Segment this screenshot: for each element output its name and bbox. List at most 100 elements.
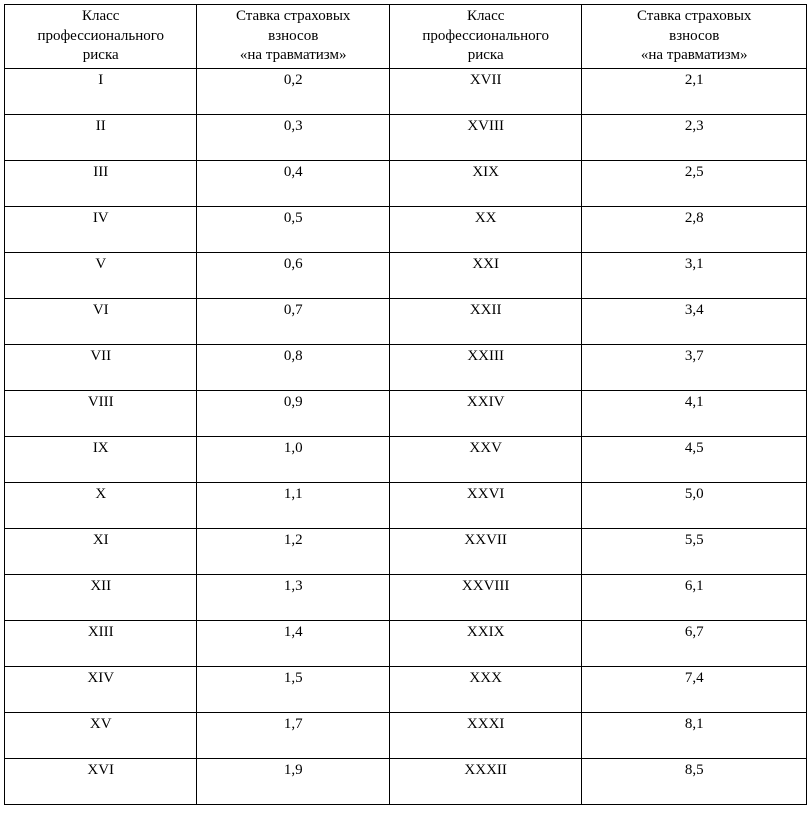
table-cell: II — [5, 114, 197, 160]
table-cell: 8,5 — [582, 758, 807, 804]
table-cell: XI — [5, 528, 197, 574]
table-cell: XXI — [389, 252, 581, 298]
header-text: Ставка страховых — [236, 8, 350, 24]
table-cell: XII — [5, 574, 197, 620]
table-cell: XVI — [5, 758, 197, 804]
header-col-4: Ставка страховых взносов «на травматизм» — [582, 5, 807, 69]
table-cell: VIII — [5, 390, 197, 436]
header-text: Класс — [82, 8, 119, 24]
table-cell: 3,7 — [582, 344, 807, 390]
table-cell: 1,5 — [197, 666, 389, 712]
table-cell: XXVIII — [389, 574, 581, 620]
table-row: V0,6XXI3,1 — [5, 252, 807, 298]
header-text: «на травматизм» — [641, 47, 748, 63]
table-cell: 1,3 — [197, 574, 389, 620]
table-row: III0,4XIX2,5 — [5, 160, 807, 206]
header-text: риска — [83, 47, 119, 63]
table-body: I0,2XVII2,1II0,3XVIII2,3III0,4XIX2,5IV0,… — [5, 68, 807, 804]
header-col-2: Ставка страховых взносов «на травматизм» — [197, 5, 389, 69]
table-row: X1,1XXVI5,0 — [5, 482, 807, 528]
table-cell: 2,8 — [582, 206, 807, 252]
table-cell: 1,4 — [197, 620, 389, 666]
table-cell: XXIII — [389, 344, 581, 390]
table-cell: 2,1 — [582, 68, 807, 114]
table-cell: 0,5 — [197, 206, 389, 252]
table-row: XI1,2XXVII5,5 — [5, 528, 807, 574]
table-cell: 1,0 — [197, 436, 389, 482]
table-cell: VII — [5, 344, 197, 390]
table-cell: 4,5 — [582, 436, 807, 482]
table-cell: XIV — [5, 666, 197, 712]
table-row: XIII1,4XXIX6,7 — [5, 620, 807, 666]
table-cell: 0,2 — [197, 68, 389, 114]
header-text: взносов — [669, 28, 719, 44]
table-cell: XXIX — [389, 620, 581, 666]
table-cell: XIII — [5, 620, 197, 666]
header-text: Класс — [467, 8, 504, 24]
header-text: профессионального — [422, 28, 549, 44]
table-cell: XVIII — [389, 114, 581, 160]
header-text: взносов — [268, 28, 318, 44]
table-row: XIV1,5XXX7,4 — [5, 666, 807, 712]
table-cell: III — [5, 160, 197, 206]
table-cell: XXVII — [389, 528, 581, 574]
table-row: VII0,8XXIII3,7 — [5, 344, 807, 390]
table-cell: XIX — [389, 160, 581, 206]
header-text: Ставка страховых — [637, 8, 751, 24]
table-cell: 1,2 — [197, 528, 389, 574]
header-col-1: Класс профессионального риска — [5, 5, 197, 69]
table-cell: IX — [5, 436, 197, 482]
table-row: XV1,7XXXI8,1 — [5, 712, 807, 758]
table-row: II0,3XVIII2,3 — [5, 114, 807, 160]
table-header: Класс профессионального риска Ставка стр… — [5, 5, 807, 69]
table-cell: XXXII — [389, 758, 581, 804]
table-cell: V — [5, 252, 197, 298]
table-row: IX1,0XXV4,5 — [5, 436, 807, 482]
table-cell: XVII — [389, 68, 581, 114]
table-cell: 5,0 — [582, 482, 807, 528]
table-cell: X — [5, 482, 197, 528]
table-cell: 1,1 — [197, 482, 389, 528]
header-text: профессионального — [37, 28, 164, 44]
table-cell: 1,9 — [197, 758, 389, 804]
table-cell: 0,6 — [197, 252, 389, 298]
table-row: VI0,7XXII3,4 — [5, 298, 807, 344]
table-cell: 0,4 — [197, 160, 389, 206]
table-cell: 8,1 — [582, 712, 807, 758]
table-cell: 6,1 — [582, 574, 807, 620]
table-cell: 4,1 — [582, 390, 807, 436]
table-cell: 0,9 — [197, 390, 389, 436]
table-cell: XXX — [389, 666, 581, 712]
table-cell: XXII — [389, 298, 581, 344]
table-cell: 3,1 — [582, 252, 807, 298]
table-cell: XXVI — [389, 482, 581, 528]
table-cell: 0,8 — [197, 344, 389, 390]
table-cell: 5,5 — [582, 528, 807, 574]
table-cell: XV — [5, 712, 197, 758]
table-cell: XX — [389, 206, 581, 252]
table-row: I0,2XVII2,1 — [5, 68, 807, 114]
header-text: «на травматизм» — [240, 47, 347, 63]
table-cell: VI — [5, 298, 197, 344]
table-cell: 6,7 — [582, 620, 807, 666]
header-row: Класс профессионального риска Ставка стр… — [5, 5, 807, 69]
table-cell: XXV — [389, 436, 581, 482]
table-row: VIII0,9XXIV4,1 — [5, 390, 807, 436]
table-cell: 1,7 — [197, 712, 389, 758]
table-row: XII1,3XXVIII6,1 — [5, 574, 807, 620]
risk-class-table: Класс профессионального риска Ставка стр… — [4, 4, 807, 805]
table-cell: 0,3 — [197, 114, 389, 160]
table-cell: 2,5 — [582, 160, 807, 206]
table-cell: XXXI — [389, 712, 581, 758]
table-cell: 0,7 — [197, 298, 389, 344]
table-cell: XXIV — [389, 390, 581, 436]
table-row: XVI1,9XXXII8,5 — [5, 758, 807, 804]
table-cell: 7,4 — [582, 666, 807, 712]
table-cell: 2,3 — [582, 114, 807, 160]
header-col-3: Класс профессионального риска — [389, 5, 581, 69]
table-row: IV0,5XX2,8 — [5, 206, 807, 252]
table-cell: I — [5, 68, 197, 114]
table-cell: 3,4 — [582, 298, 807, 344]
table-cell: IV — [5, 206, 197, 252]
header-text: риска — [468, 47, 504, 63]
